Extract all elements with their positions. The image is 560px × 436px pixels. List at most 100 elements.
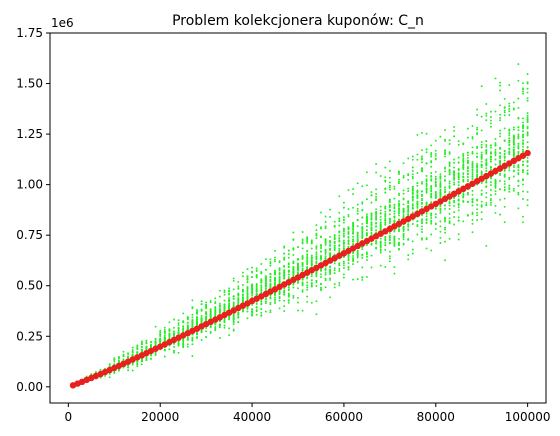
green-point: [393, 244, 396, 247]
green-point: [448, 169, 451, 172]
green-point: [384, 244, 387, 246]
green-point: [182, 345, 185, 348]
green-point: [320, 268, 322, 271]
green-point: [489, 166, 492, 169]
green-point: [411, 207, 414, 210]
green-point: [489, 194, 492, 196]
green-point: [191, 313, 194, 316]
green-point: [471, 175, 474, 178]
green-point: [402, 232, 405, 235]
green-point: [453, 183, 456, 186]
green-point: [365, 259, 368, 261]
green-point: [186, 336, 189, 339]
green-point: [370, 232, 373, 234]
green-point: [260, 308, 263, 310]
green-point: [512, 170, 515, 173]
green-point: [416, 206, 419, 209]
green-point: [297, 301, 299, 304]
green-point: [163, 349, 166, 352]
green-point: [218, 304, 221, 307]
green-point: [453, 211, 456, 214]
green-point: [476, 145, 479, 148]
green-point: [342, 239, 345, 242]
green-point: [512, 150, 515, 153]
green-point: [329, 208, 332, 211]
green-point: [338, 270, 341, 272]
green-point: [177, 351, 180, 354]
green-point: [365, 275, 368, 278]
green-point: [292, 270, 295, 273]
green-point: [246, 290, 249, 293]
green-point: [457, 176, 460, 179]
green-point: [421, 167, 423, 170]
green-point: [301, 239, 304, 242]
green-point: [471, 193, 474, 196]
green-point: [186, 318, 189, 321]
green-point: [411, 196, 414, 198]
green-point: [269, 280, 272, 283]
green-point: [402, 234, 405, 237]
green-point: [522, 171, 524, 174]
green-point: [489, 203, 492, 206]
green-point: [430, 187, 433, 190]
green-point: [338, 217, 341, 220]
green-point: [393, 241, 396, 244]
green-point: [416, 203, 419, 206]
green-point: [508, 147, 511, 150]
green-point: [315, 255, 318, 258]
green-point: [347, 266, 350, 268]
green-point: [512, 153, 515, 156]
green-point: [352, 221, 355, 224]
green-point: [485, 112, 488, 115]
green-point: [480, 140, 483, 143]
green-point: [430, 161, 433, 164]
green-point: [517, 191, 520, 194]
green-point: [150, 354, 152, 357]
green-point: [448, 163, 451, 166]
green-point: [476, 170, 479, 173]
green-point: [489, 198, 492, 200]
green-point: [297, 296, 299, 299]
green-point: [218, 323, 221, 326]
green-point: [352, 223, 355, 226]
green-point: [283, 246, 286, 249]
green-point: [416, 133, 419, 136]
green-point: [292, 295, 295, 297]
green-point: [301, 263, 304, 266]
green-point: [361, 230, 364, 233]
green-point: [223, 306, 226, 309]
green-point: [287, 299, 290, 302]
green-point: [168, 335, 171, 338]
green-point: [508, 110, 511, 113]
green-point: [338, 240, 341, 242]
green-point: [223, 304, 226, 307]
green-point: [448, 202, 451, 205]
green-point: [379, 215, 382, 218]
green-point: [384, 265, 387, 268]
green-point: [517, 129, 520, 132]
green-point: [191, 338, 194, 341]
green-point: [503, 111, 506, 114]
green-point: [223, 320, 226, 323]
green-point: [365, 184, 368, 187]
green-point: [503, 173, 506, 176]
green-point: [375, 163, 378, 165]
green-point: [485, 150, 488, 153]
green-point: [287, 276, 290, 279]
green-point: [489, 156, 492, 159]
green-point: [375, 215, 378, 218]
green-point: [218, 326, 221, 329]
green-point: [485, 162, 488, 165]
green-point: [260, 311, 263, 314]
green-point: [274, 270, 276, 273]
green-point: [315, 251, 318, 254]
green-point: [517, 163, 520, 166]
green-point: [434, 157, 437, 160]
green-point: [499, 84, 502, 87]
green-point: [421, 214, 423, 217]
green-point: [402, 228, 405, 231]
green-point: [274, 300, 276, 302]
green-point: [393, 238, 396, 241]
green-point: [136, 361, 139, 364]
green-point: [526, 125, 529, 128]
